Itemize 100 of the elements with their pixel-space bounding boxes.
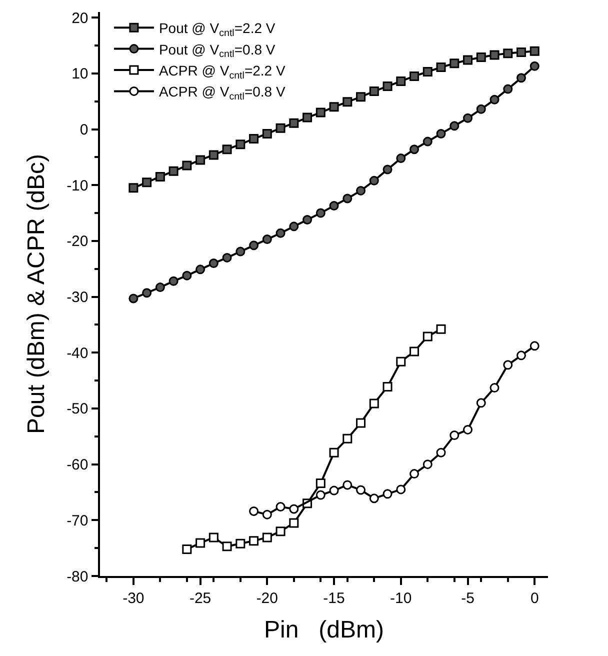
point bbox=[410, 469, 420, 479]
point bbox=[182, 544, 192, 554]
x-tick-label: -20 bbox=[256, 590, 278, 607]
point bbox=[262, 128, 272, 138]
point bbox=[262, 234, 272, 244]
y-tick-label: -20 bbox=[66, 233, 88, 250]
point bbox=[396, 76, 406, 86]
y-tick-label: 20 bbox=[72, 10, 88, 27]
legend-label: ACPR @ V$_{cntl}$=2.2 V bbox=[158, 62, 286, 82]
point bbox=[516, 350, 526, 360]
point bbox=[516, 73, 526, 83]
point bbox=[222, 144, 232, 154]
point bbox=[142, 288, 152, 298]
point bbox=[382, 382, 392, 392]
point bbox=[276, 228, 286, 238]
point bbox=[382, 82, 392, 92]
point bbox=[236, 140, 246, 150]
point bbox=[342, 434, 352, 444]
point bbox=[463, 113, 473, 123]
point bbox=[342, 97, 352, 107]
point bbox=[436, 128, 446, 138]
point bbox=[249, 506, 259, 516]
point bbox=[356, 418, 366, 428]
point bbox=[316, 108, 326, 118]
point bbox=[302, 214, 312, 224]
y-tick-label: -40 bbox=[66, 344, 88, 362]
point bbox=[289, 222, 299, 232]
point bbox=[182, 270, 192, 280]
point bbox=[490, 94, 500, 104]
point bbox=[369, 86, 379, 96]
x-tick-label: 0 bbox=[530, 590, 539, 607]
point bbox=[356, 186, 366, 196]
y-tick-label: 10 bbox=[72, 66, 88, 83]
point bbox=[208, 532, 218, 542]
point bbox=[342, 480, 352, 490]
legend-label: Pout @ V$_{cntl}$=2.2 V bbox=[158, 20, 276, 39]
y-tick-label: -70 bbox=[66, 512, 88, 530]
x-tick-label: -15 bbox=[323, 590, 345, 607]
point bbox=[530, 61, 540, 71]
x-tick-label: -25 bbox=[189, 590, 212, 607]
point bbox=[410, 71, 420, 81]
point bbox=[476, 52, 486, 62]
point bbox=[396, 356, 406, 366]
point bbox=[276, 526, 286, 536]
point bbox=[302, 112, 312, 122]
x-tick-label: -30 bbox=[122, 590, 144, 607]
point bbox=[450, 121, 460, 131]
legend-label: Pout @ V$_{cntl}$=0.8 V bbox=[158, 41, 276, 60]
point bbox=[329, 102, 339, 112]
point bbox=[516, 47, 526, 57]
point bbox=[262, 532, 272, 542]
point bbox=[222, 252, 232, 262]
x-tick-label: -5 bbox=[461, 590, 474, 607]
point bbox=[450, 430, 460, 440]
y-tick-label: -10 bbox=[66, 177, 88, 194]
point bbox=[503, 48, 513, 58]
point bbox=[249, 240, 259, 250]
point bbox=[182, 160, 192, 170]
point bbox=[329, 201, 339, 211]
point bbox=[450, 58, 460, 68]
point bbox=[249, 536, 259, 546]
legend-label: ACPR @ V$_{cntl}$=0.8 V bbox=[158, 84, 286, 103]
point bbox=[436, 62, 446, 72]
point bbox=[396, 154, 406, 164]
x-tick-label: -10 bbox=[390, 590, 412, 607]
point bbox=[356, 485, 366, 495]
point bbox=[476, 398, 486, 408]
point bbox=[490, 50, 500, 60]
x-axis-title: Pin (dBm) bbox=[264, 616, 384, 644]
point bbox=[249, 134, 259, 144]
point bbox=[410, 346, 420, 356]
point bbox=[382, 164, 392, 174]
point bbox=[342, 194, 352, 204]
point bbox=[289, 518, 299, 528]
point bbox=[369, 398, 379, 408]
point bbox=[289, 504, 299, 514]
point bbox=[236, 246, 246, 256]
point bbox=[369, 494, 379, 504]
point bbox=[155, 172, 165, 182]
point bbox=[222, 542, 232, 552]
point bbox=[196, 538, 206, 548]
y-tick-label: -50 bbox=[66, 400, 88, 418]
point bbox=[155, 282, 165, 292]
point bbox=[463, 424, 473, 434]
point bbox=[276, 502, 286, 512]
point bbox=[329, 486, 339, 496]
point bbox=[422, 136, 432, 146]
point bbox=[142, 178, 152, 188]
point bbox=[530, 46, 540, 56]
point bbox=[530, 341, 540, 351]
point bbox=[476, 104, 486, 114]
point bbox=[168, 166, 178, 176]
point bbox=[490, 383, 500, 393]
point bbox=[276, 123, 286, 133]
point bbox=[262, 510, 272, 520]
point bbox=[128, 294, 138, 304]
point bbox=[503, 360, 513, 370]
point bbox=[289, 118, 299, 128]
point bbox=[422, 67, 432, 76]
point bbox=[436, 324, 446, 334]
